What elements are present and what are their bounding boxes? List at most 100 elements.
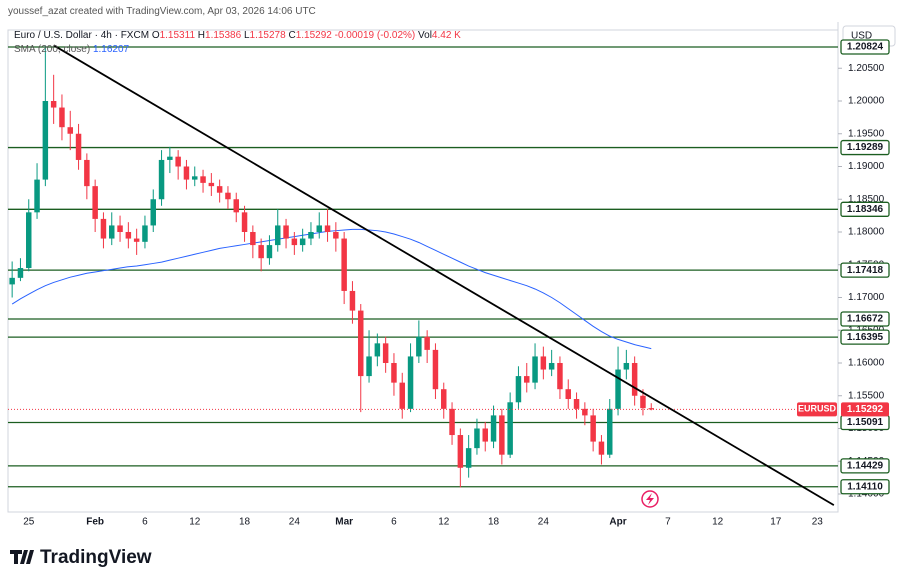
trendline (53, 44, 835, 506)
ohlc-label: L (243, 30, 250, 41)
candle-body (623, 362, 630, 370)
ohlc-label: C (288, 30, 296, 41)
candle-body (490, 415, 497, 442)
candle-body (524, 376, 530, 383)
candle-body (540, 356, 547, 370)
x-tick-label: Feb (86, 517, 104, 528)
candle-body (275, 225, 281, 246)
candle-body (308, 231, 314, 239)
x-tick-label: 12 (189, 517, 201, 528)
level-tag (840, 201, 890, 217)
level-label: 1.19289 (847, 142, 884, 153)
plot-frame (7, 29, 839, 513)
candle-body (399, 382, 405, 409)
y-tick-label: 1.19000 (848, 161, 885, 172)
candle-body (499, 415, 505, 455)
x-tick-label: 24 (538, 517, 550, 528)
candle-body (142, 225, 148, 242)
candle-body (200, 176, 206, 183)
candle-body (26, 212, 32, 269)
candle-body (42, 100, 49, 180)
x-tick-label: Mar (335, 517, 353, 528)
candle-body (407, 356, 414, 409)
candle-body (441, 389, 447, 409)
candle-body (291, 238, 298, 246)
candle-body (183, 166, 190, 180)
candle-body (216, 186, 223, 193)
alert-icon[interactable] (641, 490, 659, 508)
candle-body (333, 231, 339, 239)
level-label: 1.16672 (847, 314, 884, 325)
candle-body (515, 376, 522, 403)
logo (10, 550, 34, 564)
candle-body (590, 415, 596, 442)
candle-body (175, 156, 181, 167)
price-tag (841, 402, 889, 417)
candle-body (250, 231, 256, 246)
ohlc-legend: O1.15311 H1.15386 L1.15278 C1.15292 (152, 30, 335, 41)
x-tick-label: Apr (609, 517, 626, 528)
candle-body (59, 107, 65, 128)
symbol-tag (797, 402, 837, 417)
plot-area (8, 45, 838, 488)
volume-value: 4.42 K (431, 30, 461, 41)
ohlc-value: 1.15278 (249, 30, 286, 41)
candle-body (557, 362, 563, 390)
x-tick-label: 18 (239, 517, 251, 528)
candle-body (283, 225, 289, 239)
symbol: Euro / U.S. Dollar · 4h · FXCM (14, 30, 150, 41)
candle-body (100, 218, 107, 239)
candle-body (133, 238, 140, 242)
candle-body (424, 336, 430, 350)
candle-body (358, 310, 364, 377)
candle-body (366, 356, 372, 377)
candle-body (117, 225, 123, 232)
candle-body (565, 389, 571, 400)
candle-body (266, 245, 273, 259)
level-label: 1.16395 (847, 332, 884, 343)
level-label: 1.14110 (847, 481, 883, 492)
x-tick-label: 23 (812, 517, 824, 528)
candle-body (573, 399, 580, 409)
candle-body (167, 156, 173, 160)
candle-body (640, 395, 646, 409)
indicator-legend: SMA (200, close) 1.16207 (14, 44, 129, 55)
candle-body (449, 408, 455, 436)
logo-text: TradingView (40, 547, 152, 568)
candle-body (34, 179, 40, 213)
x-tick-label: 18 (488, 517, 500, 528)
level-tag (840, 39, 890, 55)
price-tag-label: 1.15292 (847, 404, 884, 415)
candle-body (482, 428, 488, 442)
y-tick-label: 1.16000 (848, 358, 885, 369)
change: -0.00019 (-0.02%) (334, 30, 416, 41)
x-tick-label: 25 (23, 517, 35, 528)
y-tick-label: 1.20500 (848, 63, 885, 74)
candle-body (374, 343, 381, 357)
level-tag (840, 139, 890, 156)
ohlc-value: 1.15311 (159, 30, 195, 41)
candle-body (324, 225, 331, 232)
candle-body (391, 362, 397, 383)
candle-body (158, 159, 165, 200)
x-tick-label: 12 (712, 517, 724, 528)
ohlc-label: O (151, 30, 160, 41)
candle-body (150, 199, 156, 226)
candle-body (233, 199, 239, 213)
indicator-value: 1.16207 (92, 44, 130, 55)
level-tag (840, 262, 890, 278)
y-tick-label: 1.18500 (848, 194, 885, 205)
candle-body (607, 408, 613, 455)
candle-body (432, 349, 439, 390)
candle-body (299, 238, 306, 246)
candle-body (208, 182, 215, 187)
candle-body (615, 369, 621, 409)
x-tick-label: 17 (770, 517, 782, 528)
y-tick-label: 1.18000 (848, 227, 885, 238)
level-tag (840, 311, 890, 327)
x-tick-label: 7 (665, 517, 671, 528)
candle-body (582, 408, 588, 416)
ohlc-value: 1.15292 (295, 30, 332, 41)
x-tick-label: 12 (438, 517, 450, 528)
y-tick-label: 1.20000 (848, 96, 885, 107)
